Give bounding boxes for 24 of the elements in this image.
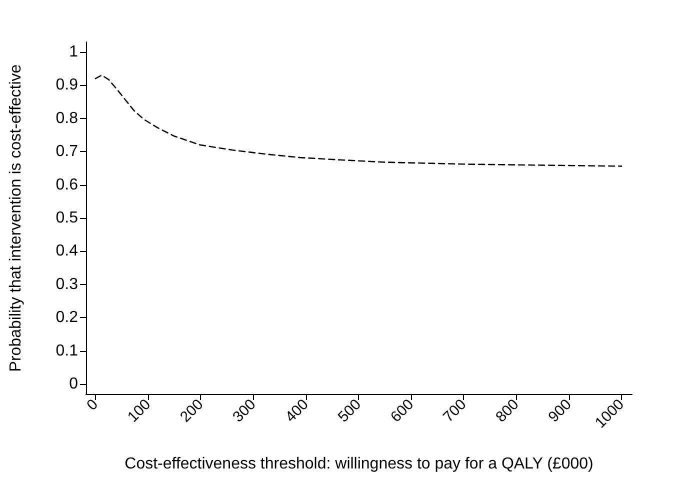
y-tick-label: 0.1: [56, 342, 78, 360]
x-tick-label: 800: [492, 396, 522, 426]
x-tick-label: 400: [282, 396, 312, 426]
y-tick-label: 0: [69, 376, 78, 393]
x-tick-label: 300: [230, 396, 260, 426]
y-tick-label: 0.6: [56, 176, 78, 194]
line-series: [94, 74, 622, 167]
y-tick-label: 0.9: [56, 76, 78, 94]
x-tick-label: 700: [440, 396, 470, 426]
x-tick-label: 100: [124, 396, 154, 426]
x-axis-title: Cost-effectiveness threshold: willingness to pay for a QALY (£000): [124, 456, 594, 472]
x-tick-label: 0: [84, 396, 102, 414]
y-tick-label: 0.8: [56, 110, 78, 127]
y-axis-title: Probability that intervention is cost-effective: [8, 64, 24, 372]
x-tick-label: 500: [334, 396, 364, 426]
y-tick-label: 0.5: [56, 210, 78, 226]
y-tick-label: 1: [69, 43, 78, 60]
x-tick-label: 900: [545, 396, 575, 426]
y-tick-label: 0.3: [56, 276, 78, 293]
y-tick-label: 0.7: [56, 143, 78, 160]
y-tick-label: 0.2: [56, 309, 78, 326]
y-tick-label: 0.4: [56, 242, 78, 260]
x-tick-label: 200: [176, 396, 207, 426]
x-tick-label: 600: [387, 396, 418, 426]
